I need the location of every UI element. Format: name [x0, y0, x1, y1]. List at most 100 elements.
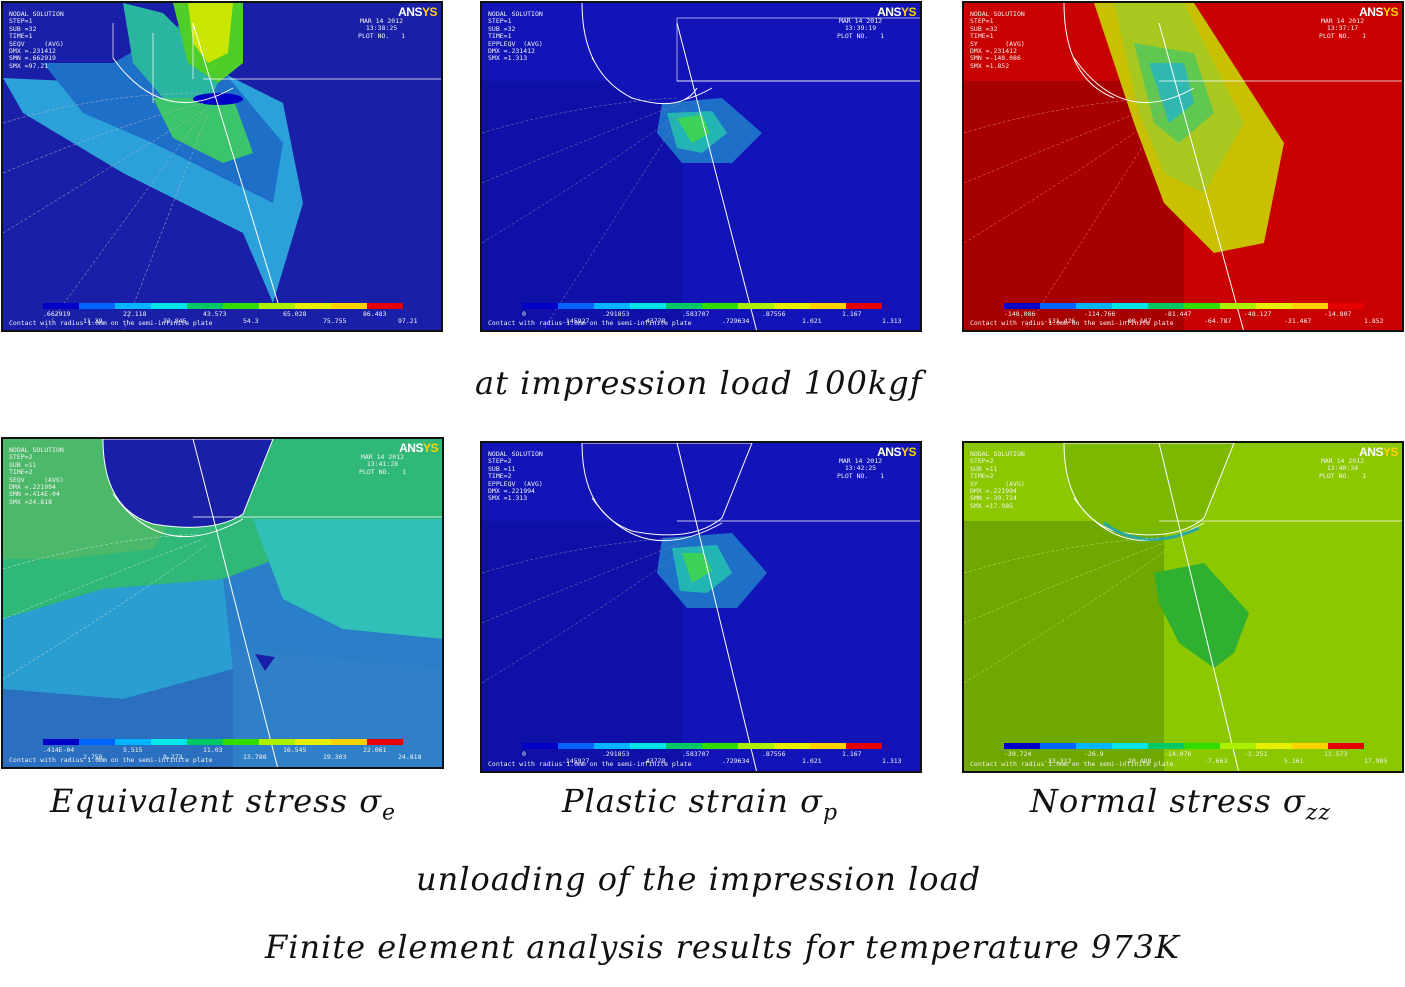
row-label-loaded: at impression load 100kgf [475, 364, 923, 402]
tick-label: 2.758 [83, 753, 103, 761]
ansys-logo: ANSYS [1359, 5, 1398, 19]
ansys-logo: ANSYS [1359, 445, 1398, 459]
solution-header: NODAL SOLUTION STEP=1 SUB =32 TIME=1 SY … [970, 10, 1025, 70]
tick-label: .729634 [722, 757, 750, 765]
legend-ticks: 0 .291853 .583707 .87556 1.167 .145927 .… [522, 750, 920, 766]
contour-plot [482, 3, 920, 330]
tick-label: -98.107 [1124, 317, 1152, 325]
tick-label: -114.766 [1084, 310, 1116, 318]
plot-date: MAR 14 2012 13:37:17 PLOT NO. 1 [1319, 17, 1366, 40]
tick-label: 1.313 [882, 757, 902, 765]
tick-label: 24.818 [398, 753, 422, 761]
legend-swatch [79, 303, 115, 309]
legend-swatch [223, 303, 259, 309]
legend-swatch [846, 743, 882, 749]
tick-label: 97.21 [398, 317, 418, 325]
tick-label: 1.852 [1364, 317, 1384, 325]
legend-ticks: -39.724 -26.9 -14.076 -1.251 11.573 -33.… [1004, 750, 1402, 766]
plot-date: MAR 14 2012 13:40:34 PLOT NO. 1 [1319, 457, 1366, 480]
fea-panel-normal-stress-loaded: NODAL SOLUTION STEP=1 SUB =32 TIME=1 SY … [962, 1, 1404, 332]
legend-swatch [810, 743, 846, 749]
legend-swatch [1148, 743, 1184, 749]
legend-swatch [331, 303, 367, 309]
tick-label: -81.447 [1164, 310, 1192, 318]
legend-swatch [666, 743, 702, 749]
legend-swatch [702, 743, 738, 749]
tick-label: 0 [522, 310, 526, 318]
legend-swatch [846, 303, 882, 309]
legend-ticks: .414E-04 5.515 11.03 16.545 22.061 2.758… [43, 746, 442, 762]
plot-caption: Contact with radius 1.0mm on the semi-in… [488, 319, 692, 327]
tick-label: .87556 [762, 310, 786, 318]
tick-label: 22.118 [123, 310, 147, 318]
label-subscript: zz [1305, 800, 1331, 826]
plot-caption: Contact with radius 1.0mm on the semi-in… [9, 756, 213, 764]
ansys-logo: ANSYS [877, 5, 916, 19]
legend-swatch [1220, 743, 1256, 749]
tick-label: .291853 [602, 310, 630, 318]
tick-label: 19.303 [323, 753, 347, 761]
legend-swatch [558, 743, 594, 749]
plot-caption: Contact with radius 1.0mm on the semi-in… [970, 319, 1174, 327]
fea-panel-plastic-strain-loaded: NODAL SOLUTION STEP=1 SUB =32 TIME=1 EPP… [480, 1, 922, 332]
legend-swatch [187, 739, 223, 745]
legend-swatch [810, 303, 846, 309]
tick-label: .414E-04 [43, 746, 75, 754]
contour-plot [482, 443, 920, 771]
legend-swatch [666, 303, 702, 309]
contour-plot [3, 439, 442, 767]
legend-swatch [1256, 743, 1292, 749]
legend-swatch [630, 743, 666, 749]
legend-swatch [1040, 303, 1076, 309]
ansys-logo: ANSYS [398, 5, 437, 19]
tick-label: 43.573 [203, 310, 227, 318]
legend-swatch [43, 739, 79, 745]
tick-label: 1.167 [842, 750, 862, 758]
legend-swatch [223, 739, 259, 745]
legend-swatch [1256, 303, 1292, 309]
tick-label: -26.9 [1084, 750, 1104, 758]
tick-label: -131.426 [1044, 317, 1076, 325]
legend-swatch [367, 303, 403, 309]
tick-label: 0 [522, 750, 526, 758]
legend-swatch [630, 303, 666, 309]
fea-panel-normal-stress-unloaded: NODAL SOLUTION STEP=2 SUB =11 TIME=2 SY … [962, 441, 1404, 773]
legend-swatch [1004, 303, 1040, 309]
solution-header: NODAL SOLUTION STEP=1 SUB =32 TIME=1 SEQ… [9, 10, 64, 70]
legend-swatch [522, 303, 558, 309]
legend-swatch [1076, 743, 1112, 749]
ansys-logo: ANSYS [877, 445, 916, 459]
solution-header: NODAL SOLUTION STEP=2 SUB =11 TIME=2 EPP… [488, 450, 543, 503]
tick-label: -33.312 [1044, 757, 1072, 765]
legend-swatch [1184, 303, 1220, 309]
tick-label: 32.845 [163, 317, 187, 325]
column-label-equivalent-stress: Equivalent stress σe [50, 782, 396, 825]
tick-label: -148.086 [1004, 310, 1036, 318]
tick-label: .43778 [642, 757, 666, 765]
label-text: Plastic strain σ [562, 782, 823, 820]
legend-swatch [702, 303, 738, 309]
legend-swatch [259, 303, 295, 309]
legend-ticks: .662919 22.118 43.573 65.028 86.483 11.3… [43, 310, 441, 326]
legend-swatch [259, 739, 295, 745]
legend-swatch [79, 739, 115, 745]
plot-caption: Contact with radius 1.0mm on the semi-in… [488, 760, 692, 768]
plot-caption: Contact with radius 1.0mm on the semi-in… [9, 319, 213, 327]
tick-label: .662919 [43, 310, 71, 318]
legend-swatch [738, 743, 774, 749]
fea-panel-seqv-loaded: NODAL SOLUTION STEP=1 SUB =32 TIME=1 SEQ… [1, 1, 443, 332]
tick-label: -7.663 [1204, 757, 1228, 765]
figure-footer: Finite element analysis results for temp… [265, 928, 1180, 966]
column-label-plastic-strain: Plastic strain σp [562, 782, 838, 825]
legend-swatch [115, 739, 151, 745]
tick-label: .87556 [762, 750, 786, 758]
plot-date: MAR 14 2012 13:42:25 PLOT NO. 1 [837, 457, 884, 480]
tick-label: -39.724 [1004, 750, 1032, 758]
tick-label: 5.515 [123, 746, 143, 754]
tick-label: .583707 [682, 750, 710, 758]
tick-label: .145927 [562, 757, 590, 765]
tick-label: 11.03 [203, 746, 223, 754]
row-label-unloaded: unloading of the impression load [416, 860, 982, 898]
label-subscript: e [382, 800, 397, 826]
contour-plot [964, 443, 1402, 771]
